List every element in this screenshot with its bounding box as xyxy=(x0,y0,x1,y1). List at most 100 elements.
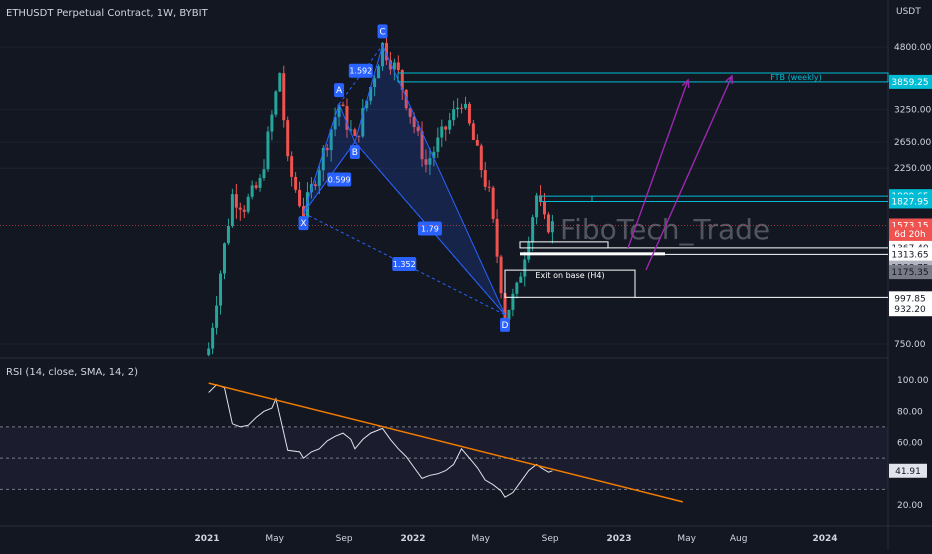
rsi-tick-label: 20.00 xyxy=(897,501,923,511)
ftb-zone xyxy=(397,72,889,83)
candle-body xyxy=(463,103,467,109)
candle-body xyxy=(305,192,309,218)
price-label-text: 1827.95 xyxy=(891,197,928,207)
candle-body xyxy=(341,104,345,107)
candle-body xyxy=(329,129,333,151)
price-label-tag xyxy=(889,247,932,262)
candle-body xyxy=(483,170,487,187)
candle-body xyxy=(274,91,278,115)
candle-body xyxy=(317,170,321,187)
pattern-point-badge xyxy=(499,317,510,332)
time-tick-label: 2023 xyxy=(606,534,631,544)
price-label-text: 1175.35 xyxy=(891,268,928,278)
candle-body xyxy=(452,109,456,121)
pattern-ratio-label: 0.599 xyxy=(328,176,351,185)
pattern-ratio-badge xyxy=(392,256,417,271)
candle-body xyxy=(456,107,460,110)
price-tick-label: 2250.00 xyxy=(894,164,931,174)
candle-body xyxy=(546,214,550,233)
price-label-tag xyxy=(889,302,932,317)
price-label-text: 1313.65 xyxy=(891,250,928,260)
rsi-tick-label: 60.00 xyxy=(897,439,923,449)
candle-body xyxy=(357,135,361,137)
time-tick-label: May xyxy=(677,534,696,544)
candle-body xyxy=(365,100,369,109)
candle-body xyxy=(412,116,416,128)
candle-body xyxy=(384,42,388,61)
pattern-point-badge xyxy=(298,216,309,231)
candle-body xyxy=(471,123,475,140)
candle-body xyxy=(408,108,412,117)
candle-body xyxy=(270,114,274,132)
exit-zone xyxy=(504,269,636,298)
target-zone-2 xyxy=(520,252,665,256)
rsi-trendline xyxy=(208,382,683,503)
candle-body xyxy=(420,131,424,160)
price-tick-label: 4800.00 xyxy=(894,43,931,53)
candle-body xyxy=(373,78,377,88)
candle-body xyxy=(262,169,266,178)
candle-body xyxy=(444,126,448,130)
projection-arrow-1 xyxy=(627,79,689,249)
candle-body xyxy=(388,60,392,70)
pattern-point-label: X xyxy=(300,219,306,229)
candle-body xyxy=(298,189,302,207)
candle-body xyxy=(523,259,527,277)
rsi-last-value: 41.91 xyxy=(895,467,921,477)
candle-body xyxy=(238,207,242,210)
candle-body xyxy=(543,201,547,215)
time-tick-label: May xyxy=(265,534,284,544)
price-label-tag xyxy=(889,265,932,280)
price-label-tag xyxy=(889,194,932,209)
price-tick-label: 750.00 xyxy=(894,340,926,350)
candle-body xyxy=(211,327,215,349)
candle-body xyxy=(428,158,432,165)
time-tick-label: Sep xyxy=(336,534,353,544)
price-label-text: 932.20 xyxy=(894,305,926,315)
candle-body xyxy=(550,221,554,233)
candle-body xyxy=(226,225,230,244)
candle-body xyxy=(381,42,385,67)
currency-label: USDT xyxy=(896,7,921,17)
candle-body xyxy=(321,148,325,171)
candle-body xyxy=(219,273,223,306)
projection-arrow-2 xyxy=(645,75,733,271)
candle-body xyxy=(404,89,408,109)
candle-body xyxy=(246,196,250,212)
target-zone-1 xyxy=(519,241,609,249)
pattern-point-label: B xyxy=(352,148,358,158)
candle-body xyxy=(503,293,507,320)
chart-title: ETHUSDT Perpetual Contract, 1W, BYBIT xyxy=(6,8,209,19)
candle-body xyxy=(250,185,254,197)
candle-body xyxy=(467,103,471,124)
ftb-label: FTB (weekly) xyxy=(770,73,822,82)
time-tick-label: Sep xyxy=(542,534,559,544)
projection-arrow-1-head xyxy=(681,78,690,89)
watermark: FiboTech_Trade xyxy=(560,213,770,246)
candle-body xyxy=(460,107,464,109)
candle-body xyxy=(337,104,341,118)
candle-body xyxy=(507,309,511,320)
candle-body xyxy=(234,194,238,208)
candle-body xyxy=(345,106,349,130)
pattern-ratio-badge xyxy=(417,221,442,236)
pattern-ratio-badge xyxy=(348,63,373,78)
candle-body xyxy=(242,209,246,212)
price-tick-label: 3250.00 xyxy=(894,105,931,115)
pattern-ratio-label: 1.592 xyxy=(349,67,372,76)
candle-body xyxy=(325,148,329,151)
candle-body xyxy=(448,120,452,130)
candle-body xyxy=(432,151,436,159)
candle-body xyxy=(392,62,396,70)
pattern-point-badge xyxy=(334,83,345,98)
time-tick-label: 2024 xyxy=(812,534,837,544)
candle-body xyxy=(313,184,317,187)
candle-body xyxy=(487,186,491,188)
time-tick-label: 2022 xyxy=(400,534,425,544)
candle-body xyxy=(290,156,294,177)
price-label-tag xyxy=(889,291,932,306)
rsi-tick-label: 80.00 xyxy=(897,407,923,417)
candle-body xyxy=(531,217,535,243)
